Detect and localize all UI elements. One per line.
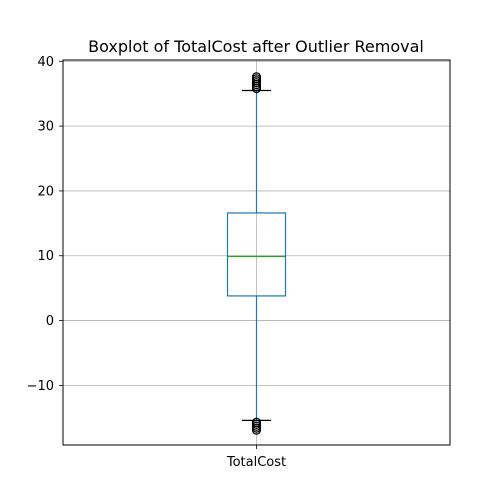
outlier-point — [251, 72, 262, 82]
chart-title: Boxplot of TotalCost after Outlier Remov… — [88, 37, 424, 56]
y-tick-label: 20 — [37, 184, 54, 199]
y-tick-label: 40 — [37, 55, 54, 70]
y-tick-label: 10 — [37, 249, 54, 264]
y-tick-label: 0 — [46, 314, 54, 329]
y-tick-label: −10 — [27, 379, 54, 394]
y-axis: −10 0 10 20 30 40 — [27, 55, 63, 394]
outlier-point — [251, 425, 262, 435]
box-group — [226, 72, 287, 435]
iqr-box — [226, 212, 287, 297]
y-tick-label: 30 — [37, 120, 54, 135]
plot-area — [226, 72, 287, 435]
x-axis: TotalCost — [226, 445, 286, 470]
x-tick-label: TotalCost — [226, 455, 286, 470]
